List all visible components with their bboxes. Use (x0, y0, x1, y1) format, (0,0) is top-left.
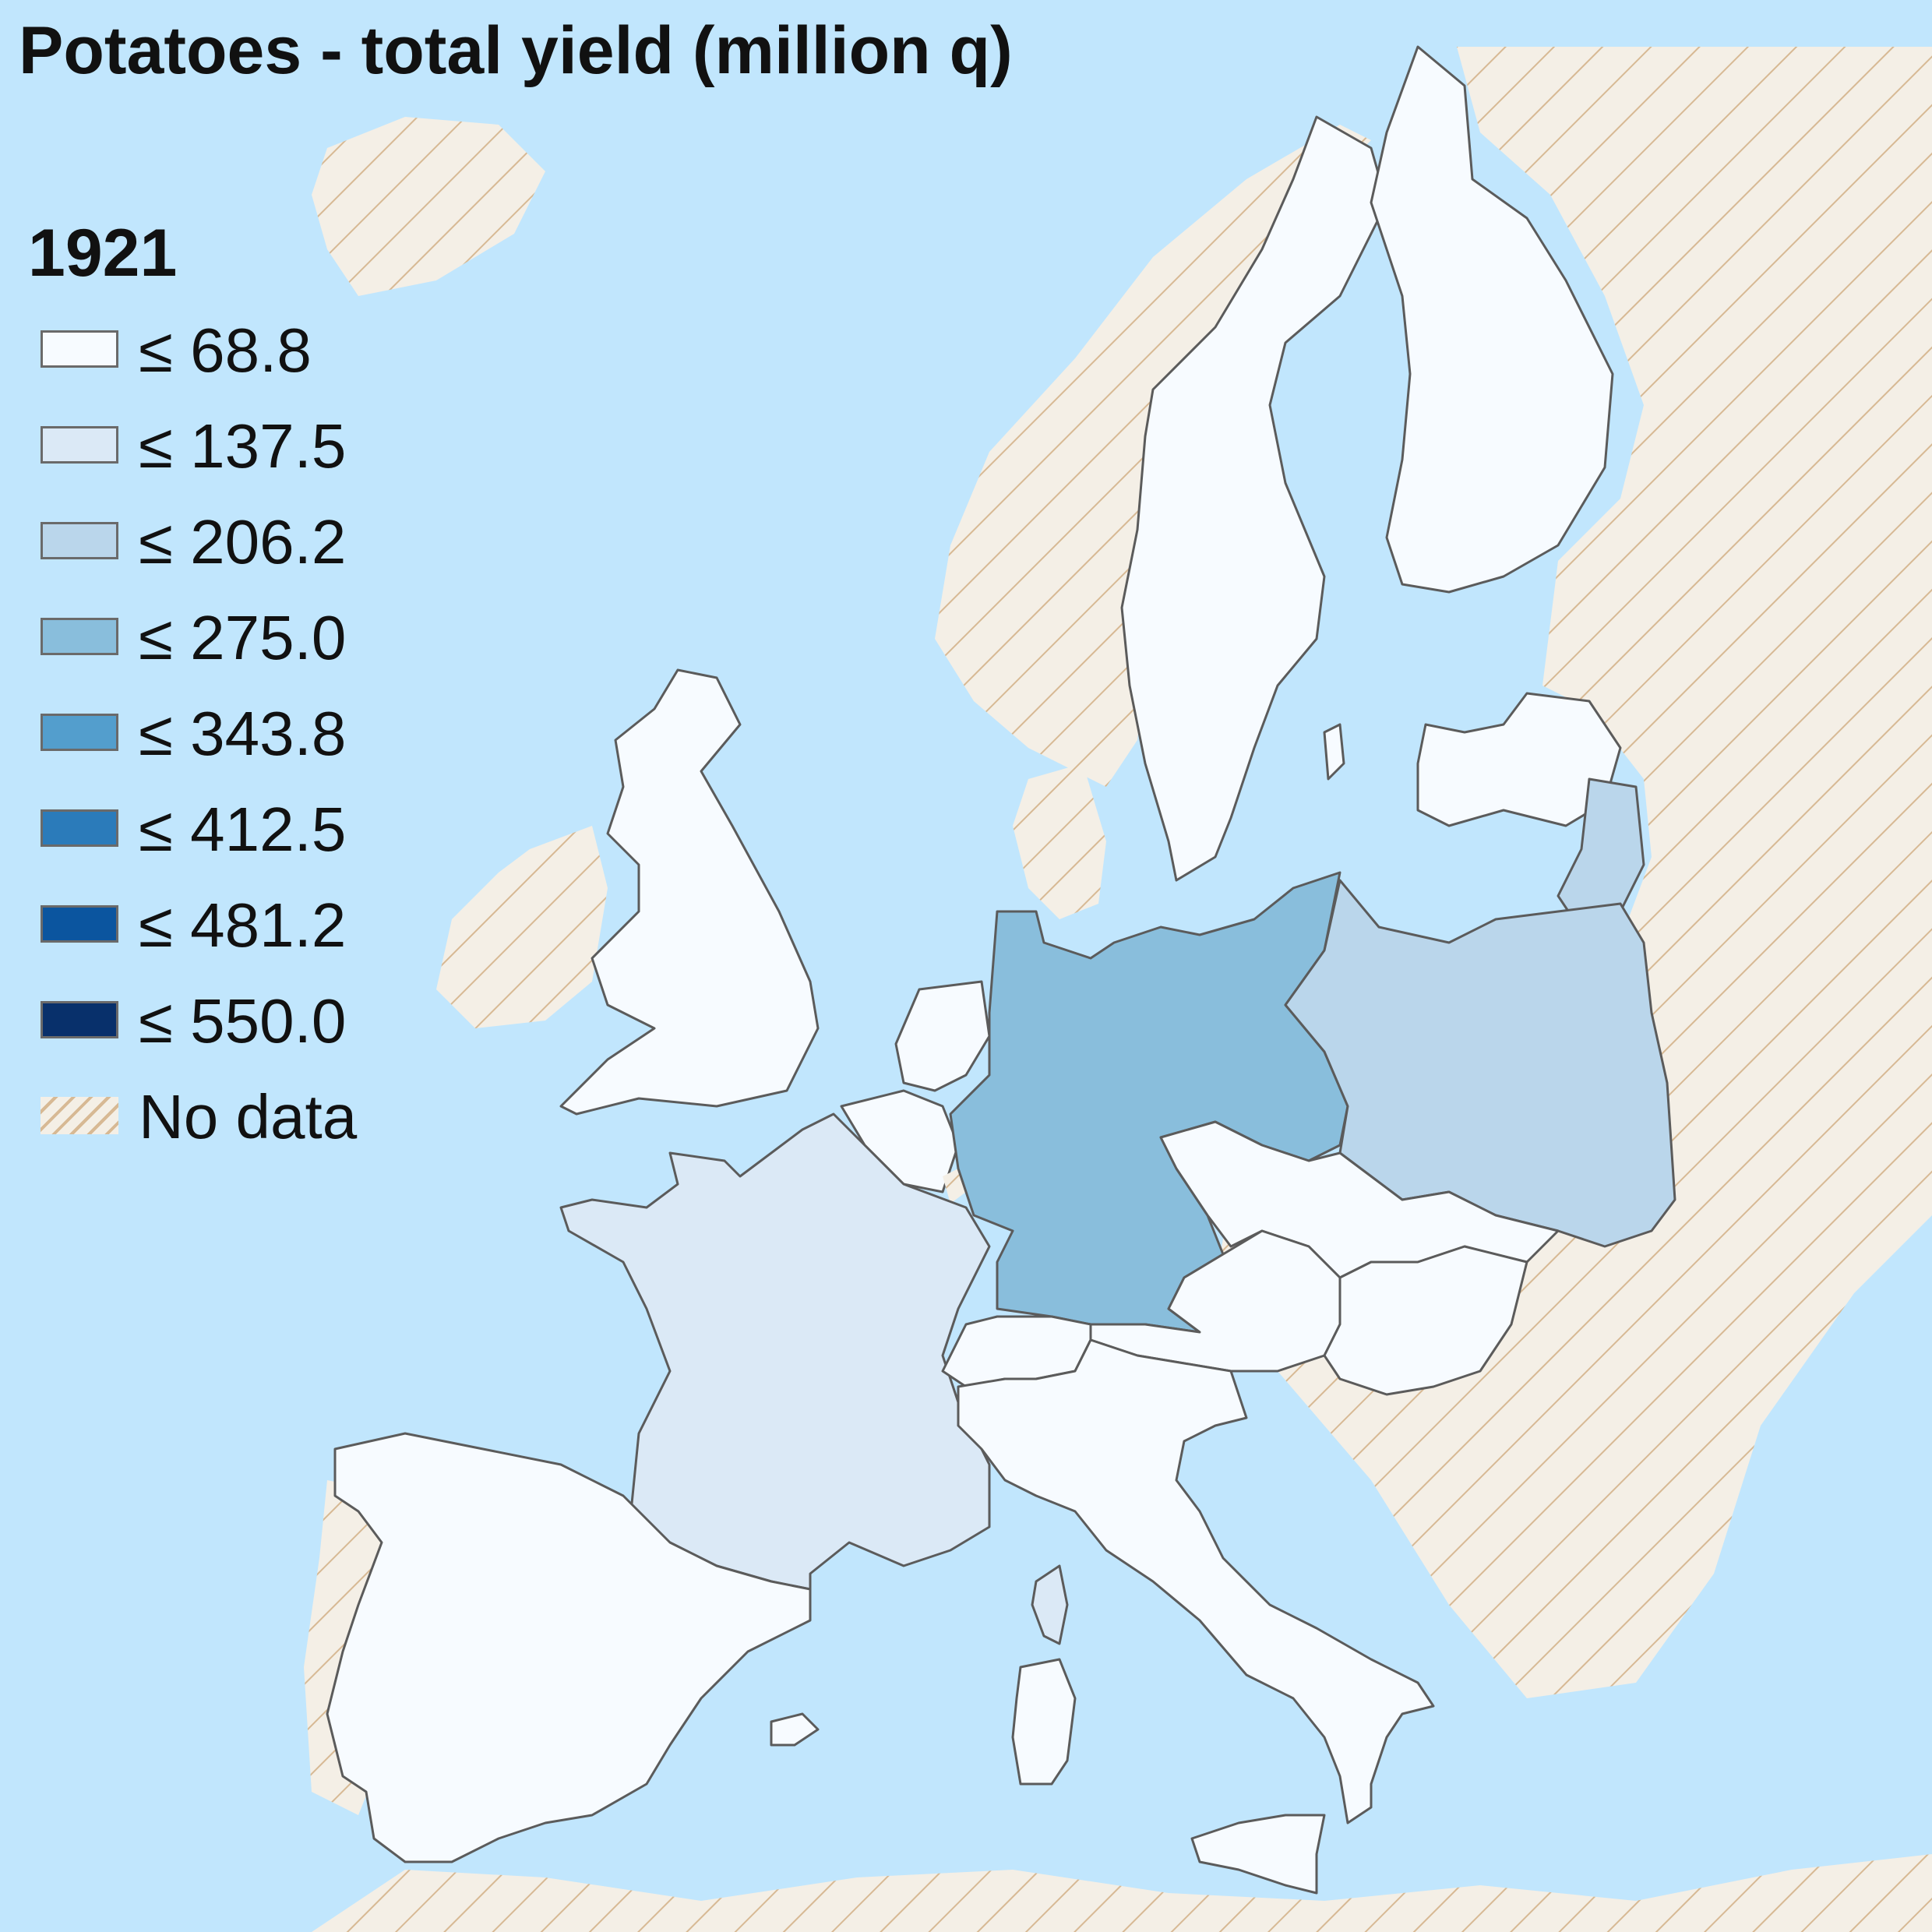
region-sardinia (1011, 1658, 1077, 1786)
legend-swatch (41, 330, 118, 368)
legend-swatch (41, 905, 118, 943)
region-austria (1089, 1229, 1341, 1373)
legend-swatch (41, 426, 118, 464)
region-italy (957, 1338, 1435, 1824)
iceland-nodata (312, 117, 545, 296)
legend-swatch-nodata (41, 1097, 118, 1134)
region-hungary (1323, 1245, 1528, 1396)
legend-label: No data (139, 1082, 358, 1151)
region-sweden (1120, 115, 1388, 882)
region-baleares (770, 1712, 820, 1747)
legend-label: ≤ 68.8 (139, 316, 312, 385)
region-finland (1370, 45, 1614, 594)
legend-label: ≤ 137.5 (139, 411, 347, 481)
legend-swatch (41, 809, 118, 847)
legend-label: ≤ 206.2 (139, 507, 347, 576)
legend-label: ≤ 550.0 (139, 986, 347, 1056)
legend-label: ≤ 275.0 (139, 603, 347, 672)
legend-label: ≤ 343.8 (139, 699, 347, 768)
legend-swatch (41, 522, 118, 559)
region-corsica (1031, 1564, 1069, 1645)
legend-label: ≤ 481.2 (139, 890, 347, 960)
africa-nodata (312, 1854, 1932, 1932)
region-spain (326, 1432, 812, 1863)
region-poland (1284, 879, 1676, 1248)
legend-swatch (41, 1001, 118, 1038)
legend-swatch (41, 714, 118, 751)
region-united-kingdom (559, 668, 820, 1116)
legend-swatch (41, 618, 118, 655)
region-gotland (1323, 723, 1345, 781)
ireland-nodata (436, 826, 608, 1028)
region-sicily (1190, 1814, 1326, 1895)
year-label: 1921 (28, 216, 178, 291)
denmark-nodata (1013, 763, 1106, 919)
region-netherlands (894, 980, 991, 1092)
legend-label: ≤ 412.5 (139, 795, 347, 864)
map-title: Potatoes - total yield (million q) (19, 13, 1013, 88)
